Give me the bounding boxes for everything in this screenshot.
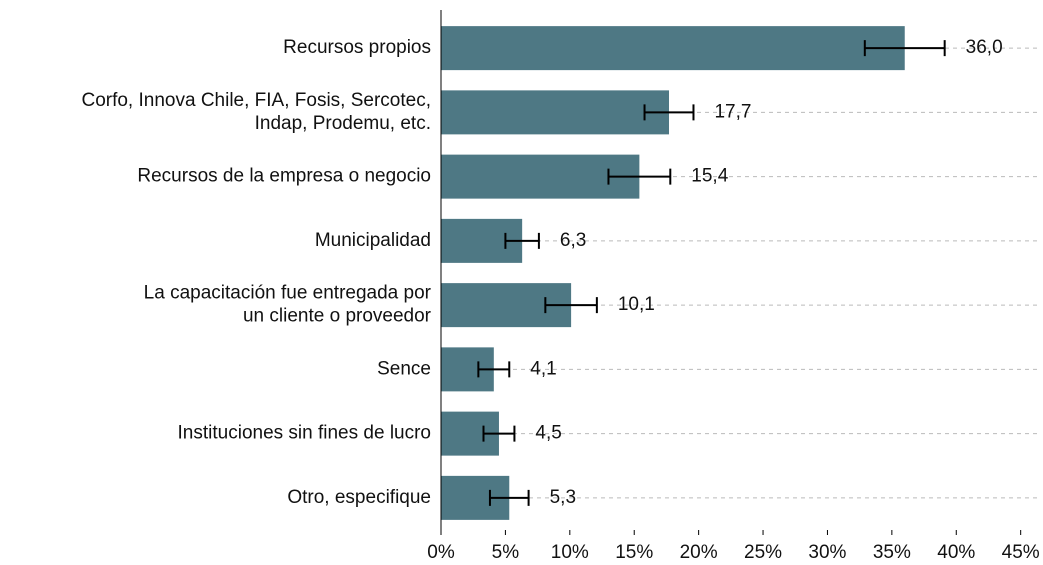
error-bar bbox=[488, 489, 530, 506]
data-label: 10,1 bbox=[618, 294, 655, 315]
data-label: 5,3 bbox=[550, 487, 576, 508]
error-bar bbox=[863, 40, 946, 57]
x-tick-label: 35% bbox=[873, 542, 911, 563]
error-bar bbox=[643, 104, 695, 121]
x-tick-label: 15% bbox=[615, 542, 653, 563]
y-tick-label: Otro, especifique bbox=[287, 487, 431, 508]
x-tick-label: 10% bbox=[551, 542, 589, 563]
x-tick-label: 40% bbox=[937, 542, 975, 563]
error-bar bbox=[544, 297, 598, 314]
data-label: 4,5 bbox=[535, 423, 561, 444]
y-tick-label: Sence bbox=[377, 358, 431, 379]
data-label: 6,3 bbox=[560, 230, 586, 251]
y-tick-label: Indap, Prodemu, etc. bbox=[255, 113, 431, 134]
y-tick-label: Corfo, Innova Chile, FIA, Fosis, Sercote… bbox=[81, 90, 431, 111]
bar bbox=[441, 26, 905, 71]
y-tick-label: un cliente o proveedor bbox=[243, 306, 432, 327]
error-bar bbox=[482, 425, 516, 442]
error-bar bbox=[477, 361, 511, 378]
y-tick-label: La capacitación fue entregada por bbox=[144, 283, 432, 304]
bar bbox=[441, 154, 640, 199]
data-label: 4,1 bbox=[530, 358, 556, 379]
y-tick-label: Recursos propios bbox=[283, 37, 431, 58]
x-tick-label: 0% bbox=[427, 542, 455, 563]
data-label: 36,0 bbox=[966, 37, 1003, 58]
y-tick-label: Instituciones sin fines de lucro bbox=[178, 423, 431, 444]
data-label: 15,4 bbox=[691, 166, 728, 187]
x-tick-label: 45% bbox=[1002, 542, 1040, 563]
x-tick-label: 5% bbox=[492, 542, 520, 563]
error-bar bbox=[607, 168, 672, 185]
x-tick-label: 20% bbox=[680, 542, 718, 563]
x-tick-label: 25% bbox=[744, 542, 782, 563]
data-label: 17,7 bbox=[714, 101, 751, 122]
y-tick-label: Recursos de la empresa o negocio bbox=[137, 166, 431, 187]
x-tick-label: 30% bbox=[808, 542, 846, 563]
error-bar bbox=[504, 232, 540, 249]
y-tick-label: Municipalidad bbox=[315, 230, 431, 251]
bar bbox=[441, 90, 670, 135]
